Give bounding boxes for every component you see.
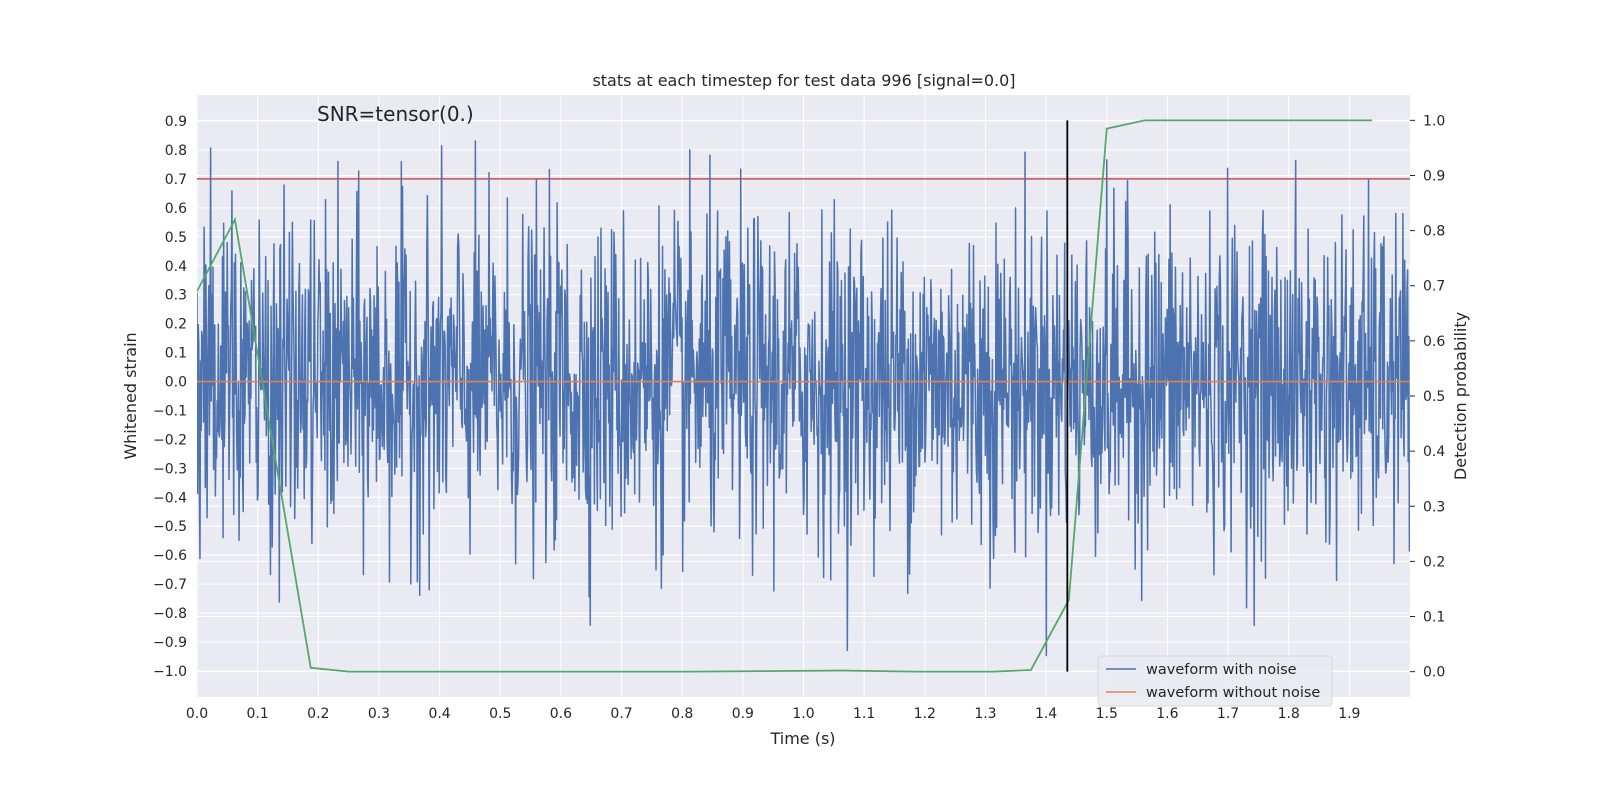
legend-label-clean: waveform without noise xyxy=(1146,685,1320,701)
y-tick-label: 0.8 xyxy=(165,143,187,159)
x-tick-label: 0.1 xyxy=(247,706,269,722)
x-tick-label: 0.5 xyxy=(489,706,511,722)
y2-axis-ticks: 1.0 0.9 0.8 0.7 0.6 0.5 0.4 0.3 0.2 0.1 0.0 xyxy=(1410,113,1445,681)
y-tick-label: 0.2 xyxy=(165,317,187,333)
x-tick-label: 1.0 xyxy=(792,706,814,722)
x-tick-label: 1.4 xyxy=(1035,706,1057,722)
y-tick-label: 0.5 xyxy=(165,230,187,246)
y-tick-label: −0.6 xyxy=(153,548,187,564)
series-detection-probability xyxy=(197,119,1373,673)
x-tick-label: 0.0 xyxy=(186,706,208,722)
y2-tick-label: 0.6 xyxy=(1423,334,1445,350)
y-tick-label: 0.7 xyxy=(165,172,187,188)
y2-tick-label: 0.8 xyxy=(1423,224,1445,240)
y-tick-label: −0.9 xyxy=(153,635,187,651)
x-tick-label: 1.6 xyxy=(1156,706,1178,722)
x-axis-ticks: 0.0 0.1 0.2 0.3 0.4 0.5 0.6 0.7 0.8 0.9 1.0 1.1 1.2 1… xyxy=(186,706,1361,722)
y-axis-ticks: 0.9 0.8 0.7 0.6 0.5 0.4 0.3 0.2 0.1 0.0 −0.1 −0.2 −0… xyxy=(153,114,187,680)
y2-tick-label: 0.9 xyxy=(1423,168,1445,184)
y-tick-label: 0.1 xyxy=(165,346,187,362)
y-tick-label: 0.4 xyxy=(165,259,187,275)
y-tick-label: −0.5 xyxy=(153,519,187,535)
y2-axis-label: Detection probability xyxy=(1451,312,1470,480)
y-tick-label: −0.1 xyxy=(153,403,187,419)
x-tick-label: 0.8 xyxy=(671,706,693,722)
x-tick-label: 0.2 xyxy=(307,706,329,722)
x-tick-label: 0.9 xyxy=(732,706,754,722)
x-tick-label: 0.4 xyxy=(428,706,450,722)
chart-title: stats at each timestep for test data 996… xyxy=(592,71,1015,90)
x-tick-label: 1.1 xyxy=(853,706,875,722)
y2-tick-label: 0.5 xyxy=(1423,389,1445,405)
y-tick-label: −0.3 xyxy=(153,461,187,477)
series-layer xyxy=(197,119,1410,673)
y-tick-label: 0.6 xyxy=(165,201,187,217)
y-tick-label: 0.0 xyxy=(165,375,187,391)
legend-frame xyxy=(1097,655,1333,707)
y-tick-label: 0.9 xyxy=(165,114,187,130)
y-tick-label: −0.8 xyxy=(153,606,187,622)
x-tick-label: 1.9 xyxy=(1338,706,1360,722)
x-tick-label: 1.2 xyxy=(914,706,936,722)
y-tick-label: −0.7 xyxy=(153,577,187,593)
y-tick-label: −1.0 xyxy=(153,664,187,680)
x-tick-label: 1.3 xyxy=(974,706,996,722)
y2-tick-label: 0.1 xyxy=(1423,610,1445,626)
legend: waveform with noise waveform without noi… xyxy=(1097,655,1333,707)
x-tick-label: 0.7 xyxy=(610,706,632,722)
x-tick-label: 1.7 xyxy=(1217,706,1239,722)
y2-tick-label: 0.3 xyxy=(1423,499,1445,515)
y-tick-label: −0.4 xyxy=(153,490,187,506)
y2-tick-label: 0.4 xyxy=(1423,444,1445,460)
x-tick-label: 0.6 xyxy=(550,706,572,722)
y2-tick-label: 0.7 xyxy=(1423,279,1445,295)
x-tick-label: 0.3 xyxy=(368,706,390,722)
y2-tick-label: 0.2 xyxy=(1423,554,1445,570)
legend-label-noise: waveform with noise xyxy=(1146,662,1297,678)
series-waveform-with-noise xyxy=(197,140,1410,657)
y-tick-label: −0.2 xyxy=(153,432,187,448)
y2-tick-label: 1.0 xyxy=(1423,113,1445,129)
snr-annotation: SNR=tensor(0.) xyxy=(317,102,474,126)
x-axis-label: Time (s) xyxy=(769,729,835,748)
y-tick-label: 0.3 xyxy=(165,288,187,304)
y2-tick-label: 0.0 xyxy=(1423,665,1445,681)
y-axis-label: Whitened strain xyxy=(121,332,140,459)
x-tick-label: 1.8 xyxy=(1278,706,1300,722)
x-tick-label: 1.5 xyxy=(1096,706,1118,722)
